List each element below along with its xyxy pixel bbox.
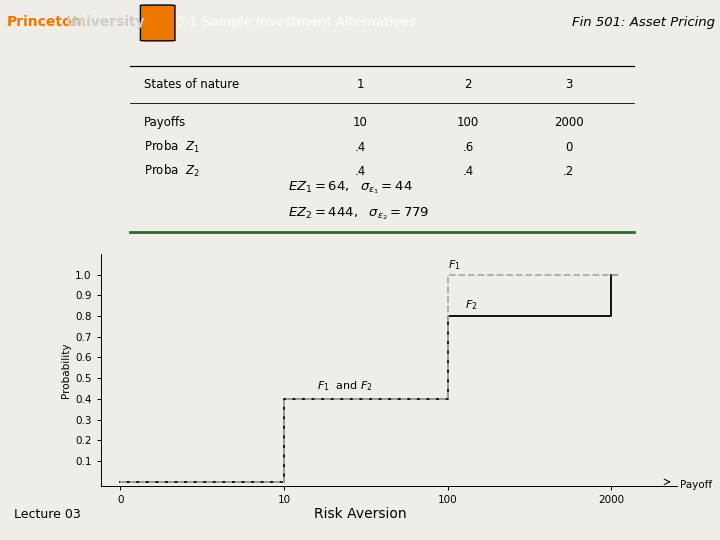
Text: $F_1$  and $F_2$: $F_1$ and $F_2$ xyxy=(317,379,372,393)
Text: 3: 3 xyxy=(565,78,572,91)
Text: .6: .6 xyxy=(462,140,474,154)
Text: .4: .4 xyxy=(354,140,366,154)
Text: Fin 501: Asset Pricing: Fin 501: Asset Pricing xyxy=(572,16,716,29)
Text: $F_2$: $F_2$ xyxy=(465,298,477,312)
Text: University: University xyxy=(66,15,146,29)
Text: 100: 100 xyxy=(457,116,479,130)
Text: 10: 10 xyxy=(353,116,367,130)
Text: Lecture 03: Lecture 03 xyxy=(14,508,81,521)
Text: .4: .4 xyxy=(462,165,474,178)
Text: Proba  $Z_2$: Proba $Z_2$ xyxy=(144,164,199,179)
Y-axis label: Probability: Probability xyxy=(61,342,71,397)
Text: 1: 1 xyxy=(356,78,364,91)
Text: 2: 2 xyxy=(464,78,472,91)
Text: .4: .4 xyxy=(354,165,366,178)
Text: 3-1 Sample Investment Alternatives: 3-1 Sample Investment Alternatives xyxy=(176,16,416,29)
Text: $EZ_2 = 444, \ \ \sigma_{\varepsilon_2} = 779$: $EZ_2 = 444, \ \ \sigma_{\varepsilon_2} … xyxy=(288,206,429,222)
FancyBboxPatch shape xyxy=(140,5,175,41)
Text: .2: .2 xyxy=(563,165,575,178)
Text: Risk Aversion: Risk Aversion xyxy=(314,507,406,521)
Text: 2000: 2000 xyxy=(554,116,584,130)
Text: Proba  $Z_1$: Proba $Z_1$ xyxy=(144,139,199,155)
Text: Princeton: Princeton xyxy=(7,15,83,29)
Text: $F_1$: $F_1$ xyxy=(448,259,461,273)
Text: Payoffs: Payoffs xyxy=(144,116,186,130)
Text: States of nature: States of nature xyxy=(144,78,239,91)
Text: 0: 0 xyxy=(565,140,572,154)
Text: Payoff: Payoff xyxy=(680,480,712,490)
Text: $EZ_1 = 64, \ \ \sigma_{\varepsilon_1} = 44$: $EZ_1 = 64, \ \ \sigma_{\varepsilon_1} =… xyxy=(288,179,413,196)
